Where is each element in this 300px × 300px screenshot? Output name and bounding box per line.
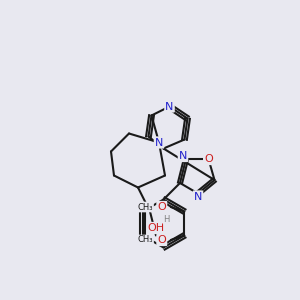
Text: H: H: [163, 214, 170, 224]
Text: N: N: [155, 137, 163, 148]
Text: CH₃: CH₃: [137, 202, 153, 211]
Text: O: O: [204, 154, 213, 164]
Text: O: O: [158, 235, 166, 245]
Text: N: N: [179, 151, 187, 161]
Text: O: O: [158, 202, 166, 212]
Text: CH₃: CH₃: [137, 236, 153, 244]
Text: N: N: [165, 101, 174, 112]
Text: N: N: [194, 191, 202, 202]
Text: OH: OH: [147, 223, 165, 233]
